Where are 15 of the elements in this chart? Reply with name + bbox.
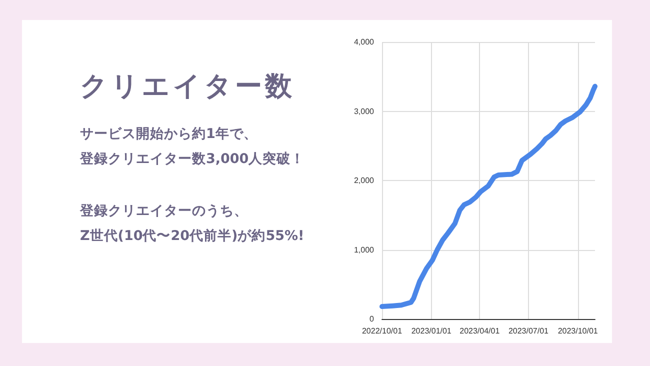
text: Z世代(10代〜20代前半)が約55%! xyxy=(80,227,304,246)
text: 登録クリエイター数3,000人突破！ xyxy=(80,150,305,169)
text: クリエイター数 xyxy=(80,70,295,104)
y-tick-label: 4,000 xyxy=(354,38,375,46)
text: 登録クリエイターのうち、 xyxy=(80,202,248,221)
text: サービス開始から約1年で、 xyxy=(80,125,258,144)
x-tick-label: 2023/04/01 xyxy=(460,326,500,336)
x-tick-label: 2023/10/01 xyxy=(558,326,598,336)
y-tick-label: 2,000 xyxy=(354,176,375,185)
y-tick-label: 1,000 xyxy=(354,245,375,254)
y-tick-label: 0 xyxy=(370,314,375,324)
x-tick-label: 2022/10/01 xyxy=(362,326,403,336)
x-tick-label: 2023/07/01 xyxy=(508,326,550,336)
y-tick-label: 3,000 xyxy=(354,106,375,116)
x-tick-label: 2023/01/01 xyxy=(411,326,452,336)
